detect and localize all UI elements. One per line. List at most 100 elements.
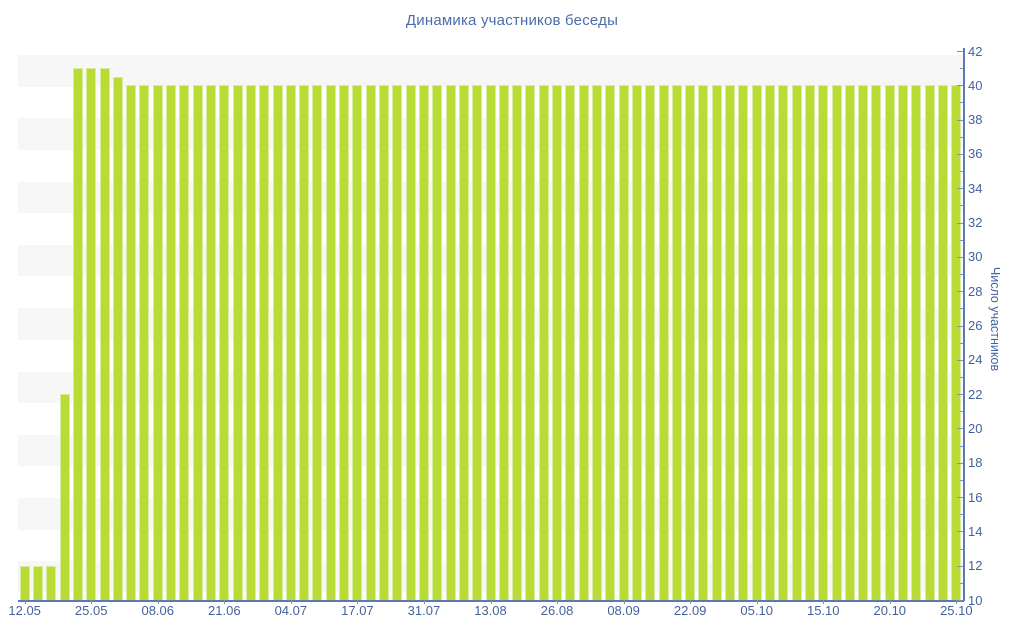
bar[interactable]: [86, 68, 97, 600]
bar[interactable]: [884, 85, 895, 600]
bar[interactable]: [259, 85, 270, 600]
bar[interactable]: [32, 565, 43, 600]
bar[interactable]: [578, 85, 589, 600]
bar[interactable]: [126, 85, 137, 600]
bar[interactable]: [139, 85, 150, 600]
bar[interactable]: [19, 565, 30, 600]
bar[interactable]: [871, 85, 882, 600]
y-major-tick: [957, 359, 963, 361]
bar[interactable]: [751, 85, 762, 600]
bar[interactable]: [738, 85, 749, 600]
x-tick: [357, 600, 359, 604]
bar[interactable]: [179, 85, 190, 600]
bar[interactable]: [418, 85, 429, 600]
y-major-tick: [957, 497, 963, 499]
bar[interactable]: [325, 85, 336, 600]
bar[interactable]: [525, 85, 536, 600]
bar[interactable]: [924, 85, 935, 600]
bar[interactable]: [299, 85, 310, 600]
x-tick-label: 08.09: [607, 603, 640, 618]
x-tick-label: 20.10: [873, 603, 907, 618]
bar[interactable]: [339, 85, 350, 600]
bar[interactable]: [565, 85, 576, 600]
bar[interactable]: [818, 85, 829, 600]
bar[interactable]: [791, 85, 802, 600]
bar[interactable]: [938, 85, 949, 600]
bar[interactable]: [245, 85, 256, 600]
y-tick-label: 18: [968, 455, 983, 471]
bar[interactable]: [166, 85, 177, 600]
bar[interactable]: [858, 85, 869, 600]
y-tick-label: 22: [968, 386, 983, 402]
bar[interactable]: [205, 85, 216, 600]
bar[interactable]: [711, 85, 722, 600]
y-tick-label: 20: [968, 420, 983, 436]
x-tick-label: 05.10: [740, 603, 773, 618]
y-minor-tick: [960, 582, 963, 584]
bar[interactable]: [725, 85, 736, 600]
bar[interactable]: [911, 85, 922, 600]
bar[interactable]: [152, 85, 163, 600]
bar[interactable]: [778, 85, 789, 600]
bar[interactable]: [498, 85, 509, 600]
y-major-tick: [957, 600, 963, 601]
x-tick: [756, 600, 758, 604]
bar[interactable]: [512, 85, 523, 600]
bar[interactable]: [831, 85, 842, 600]
bar[interactable]: [72, 68, 83, 600]
bar[interactable]: [312, 85, 323, 600]
bar[interactable]: [605, 85, 616, 600]
bar[interactable]: [485, 85, 496, 600]
bar[interactable]: [365, 85, 376, 600]
bar[interactable]: [99, 68, 110, 600]
bar[interactable]: [698, 85, 709, 600]
y-axis-line: [963, 48, 965, 601]
bar[interactable]: [618, 85, 629, 600]
bar[interactable]: [272, 85, 283, 600]
bar[interactable]: [445, 85, 456, 600]
y-axis-title: Число участников: [988, 266, 1002, 371]
y-major-tick: [957, 394, 963, 396]
bar[interactable]: [591, 85, 602, 600]
x-tick: [956, 600, 958, 604]
x-tick-label: 17.07: [341, 603, 374, 618]
bar[interactable]: [432, 85, 443, 600]
x-tick: [823, 600, 825, 604]
bar[interactable]: [285, 85, 296, 600]
bar[interactable]: [219, 85, 230, 600]
bar[interactable]: [645, 85, 656, 600]
bar[interactable]: [552, 85, 563, 600]
y-major-tick: [957, 51, 963, 52]
bar[interactable]: [379, 85, 390, 600]
bar[interactable]: [765, 85, 775, 600]
y-minor-tick: [960, 479, 963, 481]
y-minor-tick: [960, 171, 963, 173]
bar[interactable]: [658, 85, 669, 600]
bar[interactable]: [844, 85, 855, 600]
y-minor-tick: [960, 514, 963, 516]
bar[interactable]: [631, 85, 642, 600]
y-tick-label: 36: [968, 146, 983, 162]
y-minor-tick: [960, 102, 963, 104]
bar[interactable]: [392, 85, 403, 600]
bar[interactable]: [59, 394, 70, 600]
y-major-tick: [957, 188, 963, 190]
y-tick-label: 12: [968, 558, 983, 574]
bar[interactable]: [46, 565, 57, 600]
bar[interactable]: [804, 85, 815, 600]
bar[interactable]: [112, 76, 123, 600]
bar[interactable]: [192, 85, 203, 600]
bar[interactable]: [538, 85, 549, 600]
bar[interactable]: [472, 85, 483, 600]
x-tick: [91, 600, 93, 604]
bar[interactable]: [458, 85, 469, 600]
bar[interactable]: [232, 85, 243, 600]
bar[interactable]: [671, 85, 682, 600]
y-major-tick: [957, 153, 963, 155]
bar[interactable]: [352, 85, 363, 600]
y-major-tick: [957, 85, 963, 87]
bar[interactable]: [898, 85, 909, 600]
bar[interactable]: [685, 85, 696, 600]
bar[interactable]: [405, 85, 416, 600]
